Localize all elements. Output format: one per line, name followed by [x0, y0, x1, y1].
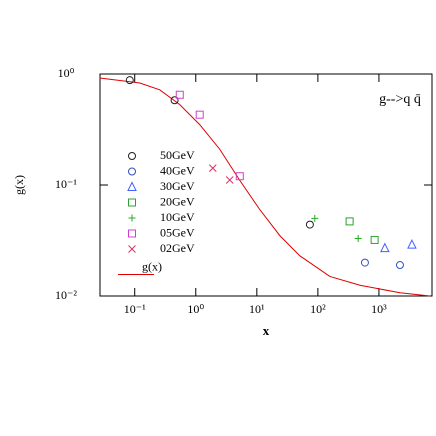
y-tick-label: 10⁰	[58, 66, 75, 80]
point	[407, 239, 417, 249]
legend-label: 30GeV	[160, 179, 195, 193]
point	[311, 214, 319, 222]
x-tick-label: 10³	[371, 302, 387, 316]
legend-label: 40GeV	[160, 163, 195, 177]
y-tick-label: 10⁻¹	[55, 177, 77, 191]
legend-label: 10GeV	[160, 210, 195, 224]
x-tick-label: 10⁻¹	[124, 302, 146, 316]
legend-label: 02GeV	[160, 241, 195, 255]
legend-label: g(x)	[142, 259, 162, 273]
point	[170, 96, 179, 105]
point	[380, 242, 390, 253]
legend-marker	[128, 229, 136, 238]
legend-marker	[128, 152, 136, 160]
annotation: g-->q q̄	[379, 92, 421, 107]
point	[345, 217, 354, 226]
x-tick-label: 10²	[310, 302, 326, 316]
legend-marker	[128, 198, 136, 207]
point	[354, 234, 362, 242]
legend-label: 50GeV	[160, 148, 195, 162]
y-axis-label: g(x)	[12, 175, 26, 195]
x-tick-label: 10⁰	[187, 302, 204, 316]
legend-marker	[127, 181, 137, 191]
legend-marker	[128, 245, 136, 253]
point	[305, 220, 314, 229]
point	[360, 258, 369, 267]
y-tick-label: 10⁻²	[55, 288, 77, 302]
point	[195, 110, 204, 119]
point	[208, 164, 217, 172]
x-tick-label: 10¹	[249, 302, 265, 316]
legend-marker	[128, 214, 136, 222]
legend-label: 20GeV	[160, 194, 195, 208]
curve	[99, 77, 431, 297]
point	[235, 172, 244, 181]
point	[225, 176, 234, 184]
legend-label: 05GeV	[160, 225, 195, 239]
point	[395, 261, 404, 270]
point	[370, 235, 379, 244]
legend-marker	[128, 167, 136, 176]
point	[125, 76, 134, 85]
point	[175, 90, 184, 99]
x-axis-label: x	[263, 323, 270, 338]
